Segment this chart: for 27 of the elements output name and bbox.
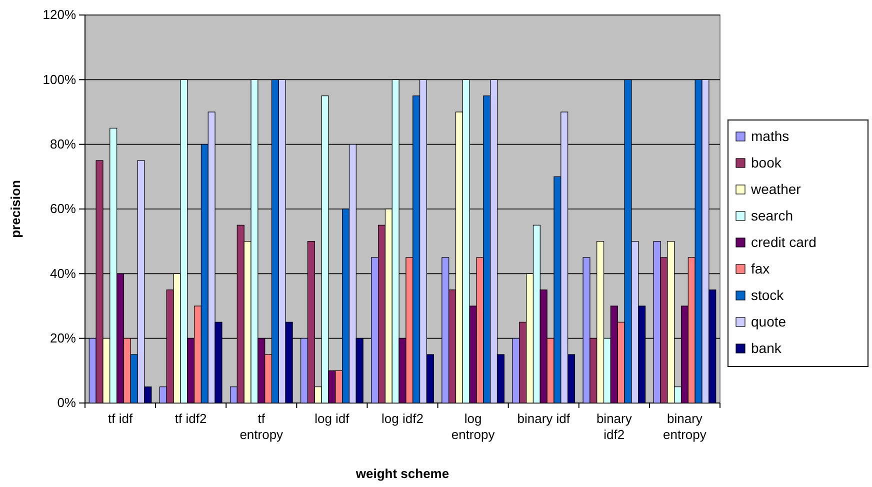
x-tick-label: tf idf — [108, 411, 133, 426]
y-tick-label: 20% — [50, 330, 76, 346]
y-axis-title: precision — [8, 180, 23, 238]
legend-label: quote — [751, 314, 786, 330]
y-tick-label: 100% — [42, 72, 76, 87]
x-axis-title: weight scheme — [354, 466, 450, 481]
x-tick-label: log idf2 — [382, 411, 424, 426]
legend-label: stock — [751, 287, 785, 303]
legend-label: search — [751, 208, 794, 224]
y-tick-label: 40% — [50, 266, 76, 281]
y-tick-label: 80% — [50, 136, 76, 152]
legend-label: book — [751, 154, 782, 170]
y-tick-label: 120% — [42, 7, 76, 22]
x-tick-label: log entropy — [451, 411, 496, 442]
legend-label: fax — [751, 260, 770, 276]
x-tick-label: log idf — [314, 411, 350, 426]
legend-label: credit card — [751, 234, 816, 250]
x-tick-label: binary entropy — [663, 411, 707, 442]
y-tick-label: 60% — [50, 201, 76, 216]
x-tick-label: tf idf2 — [174, 411, 207, 426]
x-tick-label: tf entropy — [240, 411, 284, 442]
legend-label: weather — [750, 181, 802, 197]
y-tick-label: 0% — [57, 395, 76, 410]
legend-label: bank — [751, 340, 782, 356]
x-tick-label: binary idf — [517, 411, 570, 426]
legend-label: maths — [751, 128, 790, 144]
x-tick-label: binary idf2 — [596, 411, 632, 442]
